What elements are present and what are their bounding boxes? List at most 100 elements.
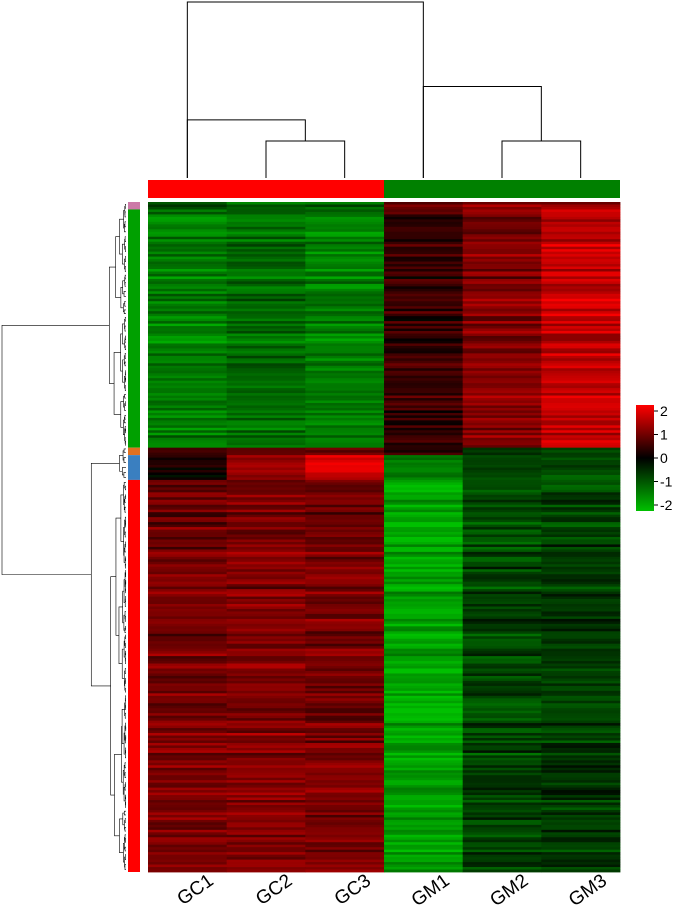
heatmap-cell bbox=[148, 249, 228, 253]
heatmap-cell bbox=[541, 447, 621, 451]
heatmap-cell bbox=[462, 403, 542, 406]
heatmap-cell bbox=[305, 336, 385, 339]
heatmap-cell bbox=[148, 584, 228, 588]
heatmap-cell bbox=[462, 579, 542, 583]
heatmap-cell bbox=[148, 390, 228, 394]
heatmap-cell bbox=[462, 373, 542, 377]
dendrogram-branch bbox=[124, 485, 126, 491]
heatmap-cell bbox=[305, 509, 385, 513]
heatmap-cell bbox=[148, 544, 228, 548]
heatmap-cell bbox=[384, 219, 464, 223]
heatmap-cell bbox=[384, 713, 464, 717]
heatmap-cell bbox=[148, 661, 228, 664]
heatmap-cell bbox=[305, 246, 385, 250]
heatmap-cell bbox=[462, 410, 542, 414]
heatmap-cell bbox=[541, 869, 621, 873]
heatmap-cell bbox=[305, 378, 385, 382]
heatmap-cell bbox=[384, 844, 464, 848]
heatmap-cell bbox=[226, 628, 306, 632]
heatmap-cell bbox=[148, 474, 228, 478]
heatmap-cell bbox=[384, 777, 464, 781]
heatmap-cell bbox=[384, 492, 464, 496]
heatmap-cell bbox=[462, 613, 542, 617]
heatmap-cell bbox=[226, 725, 306, 729]
heatmap-cell bbox=[305, 527, 385, 530]
heatmap-cell bbox=[384, 398, 464, 401]
heatmap-cell bbox=[384, 802, 464, 806]
heatmap-cell bbox=[226, 338, 306, 342]
heatmap-cell bbox=[384, 698, 464, 702]
heatmap-cell bbox=[226, 412, 306, 416]
heatmap-cell bbox=[384, 551, 464, 555]
heatmap-cell bbox=[305, 340, 385, 344]
heatmap-cell bbox=[226, 350, 306, 354]
heatmap-cell bbox=[384, 554, 464, 558]
heatmap-cell bbox=[305, 273, 385, 277]
heatmap-cell bbox=[305, 365, 385, 369]
heatmap-cell bbox=[148, 467, 228, 471]
heatmap-cell bbox=[462, 824, 542, 828]
heatmap-cell bbox=[462, 631, 542, 635]
heatmap-cell bbox=[226, 710, 306, 714]
heatmap-cell bbox=[305, 867, 385, 870]
heatmap-cell bbox=[462, 209, 542, 213]
heatmap-cell bbox=[462, 713, 542, 717]
heatmap-cell bbox=[384, 752, 464, 756]
heatmap-cell bbox=[462, 517, 542, 521]
heatmap-cell bbox=[462, 695, 542, 699]
heatmap-cell bbox=[384, 514, 464, 518]
heatmap-cell bbox=[384, 517, 464, 521]
heatmap-cell bbox=[148, 551, 228, 555]
heatmap-cell bbox=[305, 345, 385, 349]
heatmap-cell bbox=[226, 842, 306, 846]
heatmap-cell bbox=[541, 211, 621, 215]
heatmap-cell bbox=[226, 355, 306, 359]
heatmap-cell bbox=[462, 211, 542, 215]
heatmap-cell bbox=[541, 410, 621, 414]
heatmap-cell bbox=[148, 264, 228, 267]
heatmap-cell bbox=[226, 700, 306, 704]
heatmap-cell bbox=[305, 241, 385, 245]
heatmap-cell bbox=[541, 494, 621, 498]
heatmap-cell bbox=[226, 742, 306, 746]
heatmap-cell bbox=[541, 221, 621, 225]
heatmap-cell bbox=[148, 621, 228, 625]
dendrogram-branch bbox=[90, 463, 120, 687]
heatmap-cell bbox=[305, 554, 385, 558]
heatmap-cell bbox=[541, 360, 621, 364]
heatmap-cell bbox=[462, 809, 542, 813]
heatmap-cell bbox=[148, 234, 228, 238]
heatmap-cell bbox=[305, 266, 385, 270]
heatmap-cell bbox=[384, 668, 464, 672]
heatmap-cell bbox=[541, 271, 621, 275]
heatmap-cell bbox=[541, 740, 621, 744]
heatmap-cell bbox=[541, 730, 621, 734]
heatmap-cell bbox=[148, 479, 228, 483]
heatmap-cell bbox=[384, 368, 464, 372]
heatmap-cell bbox=[384, 812, 464, 816]
heatmap-cell bbox=[148, 591, 228, 595]
dendrogram-branch bbox=[125, 441, 126, 446]
heatmap-cell bbox=[541, 837, 621, 841]
heatmap-cell bbox=[305, 611, 385, 615]
dendrogram-branch bbox=[125, 854, 126, 860]
heatmap-cell bbox=[462, 365, 542, 369]
heatmap-cell bbox=[541, 420, 621, 424]
heatmap-cell bbox=[226, 293, 306, 297]
heatmap-cell bbox=[384, 549, 464, 553]
dendrogram-branch bbox=[124, 317, 126, 322]
heatmap-cell bbox=[462, 742, 542, 746]
heatmap-cell bbox=[462, 375, 542, 379]
heatmap-cell bbox=[305, 358, 385, 362]
heatmap-cell bbox=[226, 482, 306, 486]
heatmap-cell bbox=[384, 417, 464, 421]
heatmap-cell bbox=[541, 512, 621, 516]
heatmap-cell bbox=[148, 581, 228, 585]
heatmap-cell bbox=[148, 832, 228, 836]
heatmap-cell bbox=[384, 326, 464, 329]
heatmap-cell bbox=[462, 470, 542, 473]
heatmap-cell bbox=[226, 271, 306, 275]
heatmap-cell bbox=[541, 440, 621, 444]
heatmap-cell bbox=[384, 755, 464, 759]
heatmap-cell bbox=[541, 204, 621, 208]
